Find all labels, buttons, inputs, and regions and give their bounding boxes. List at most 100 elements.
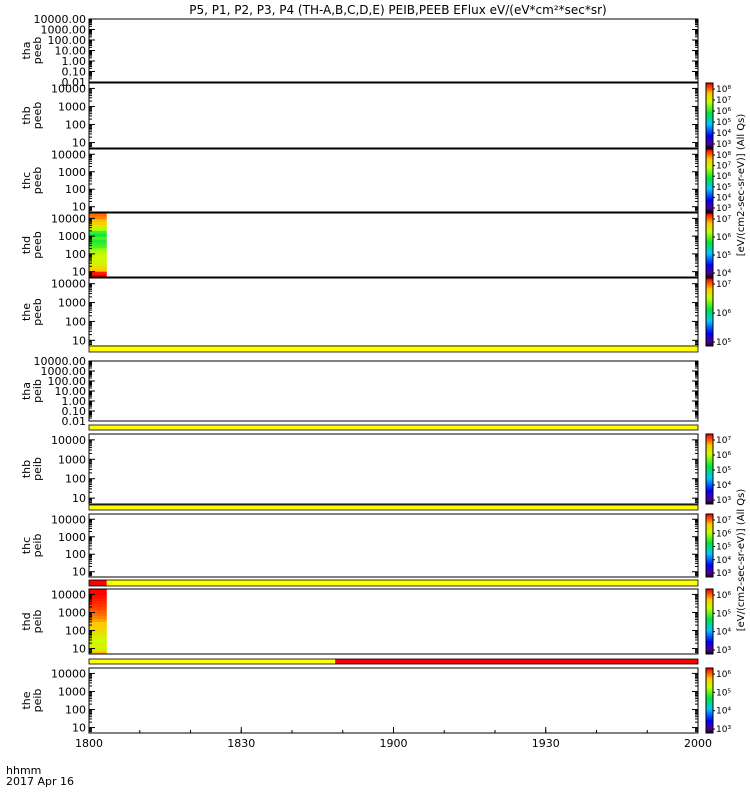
spectrogram-cell [89,630,107,634]
flag-bar-frame [88,424,699,431]
y-label-probe: tha [20,41,33,59]
y-tick-label: 10 [72,566,86,579]
colorbar-cell [706,684,713,687]
flag-segment [89,659,336,664]
y-tick-label: 10000.00 [34,13,87,26]
colorbar-label-peib: [eV/(cm2-sec-sr-eV)] (All Qs) [736,489,747,632]
colorbar-cell [706,589,713,592]
colorbar-cell [706,616,713,619]
colorbar-cell [706,570,713,573]
colorbar-cell [706,707,713,710]
colorbar-cell [706,288,713,291]
colorbar-cell [706,728,713,731]
colorbar-tick-label: 10³ [716,496,731,506]
colorbar-cell [706,270,713,273]
y-label-probe: thd [20,236,33,254]
time-label: hhmm [6,764,41,777]
colorbar-cell [706,197,713,200]
colorbar-tick-label: 10⁶ [716,670,731,680]
colorbar-cell [706,139,713,142]
colorbar-cell [706,208,713,211]
colorbar-tick-label: 10³ [716,725,731,735]
colorbar-cell [706,495,713,498]
flag-bar [88,424,699,431]
colorbar-cell [706,251,713,254]
colorbar-frame [705,148,714,213]
colorbar-cell [706,123,713,126]
spectrogram-cell [89,609,107,614]
colorbar-cell [706,726,713,729]
colorbar-cell [706,204,713,207]
colorbar-cell [706,689,713,692]
colorbar-cell [706,221,713,224]
flag-bar [88,345,699,353]
spectrogram-cell [89,274,107,278]
colorbar-cell [706,175,713,178]
colorbar-cell [706,462,713,465]
y-label-probe: the [20,303,33,321]
colorbar-cell [706,257,713,260]
colorbar-frame [705,82,714,149]
colorbar-cell [706,286,713,289]
colorbar-cell [706,472,713,475]
colorbar-cell [706,564,713,567]
colorbar-cell [706,332,713,335]
y-tick-label: 1000.00 [41,365,87,378]
y-tick-label: 1000 [58,531,86,544]
x-axis: 1800 1830 1900 1930 2000 [75,727,712,750]
colorbar-cell [706,502,713,505]
y-tick-label: 10000.00 [34,355,87,368]
flag-segment [89,505,698,510]
colorbar-cell [706,278,713,281]
y-label-probe: thd [20,612,33,630]
y-tick-label: 100 [65,315,86,328]
colorbar-cell [706,611,713,614]
colorbar-cell [706,205,713,208]
spectrogram-cell [89,594,107,599]
spectrogram-cell [89,245,107,249]
colorbar-cell [706,687,713,690]
colorbar-cell [706,561,713,564]
colorbar-cell [706,515,713,518]
colorbar-cell [706,180,713,183]
flag-bar-frame [88,504,699,511]
chart-title: P5, P1, P2, P3, P4 (TH-A,B,C,D,E) PEIB,P… [189,3,606,17]
colorbar-cell [706,458,713,461]
colorbar-cell [706,136,713,139]
colorbar-cell [706,677,713,680]
y-label-probe: thc [20,172,33,189]
spectrogram-cell [89,233,107,237]
y-tick-label: 10000 [51,148,86,161]
colorbar-cell [706,105,713,108]
colorbar-cell [706,120,713,123]
colorbar-cell [706,298,713,301]
colorbar: 10⁷ 10⁶ 10⁵ [705,277,731,348]
colorbar-cell [706,100,713,103]
y-label-probe: the [20,691,33,709]
y-tick-label: 10.00 [55,45,87,58]
spectrogram-cell [89,642,107,646]
colorbar-cell [706,695,713,698]
colorbar-cell [706,537,713,540]
y-tick-label: 10000 [51,588,86,601]
colorbar-cell [706,310,713,313]
colorbar-cell [706,449,713,452]
colorbar-cell [706,572,713,575]
y-tick-label: 100 [65,548,86,561]
colorbar-cell [706,97,713,100]
colorbar-cell [706,610,713,613]
colorbar-cell [706,481,713,484]
colorbar-cell [706,435,713,438]
spectrogram-cell [89,621,107,625]
colorbar-cell [706,702,713,705]
colorbar-cell [706,126,713,129]
colorbar-cell [706,303,713,306]
colorbar-cell [706,685,713,688]
flag-bar [88,504,699,511]
colorbar-tick-label: 10⁴ [716,707,731,717]
colorbar-cell [706,117,713,120]
spectrogram-cell [89,218,107,223]
colorbar-frame [705,277,714,347]
